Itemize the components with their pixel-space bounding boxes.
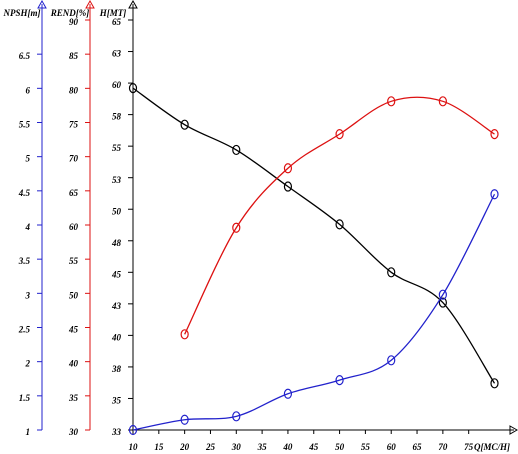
y-tick-label: 65 [69, 188, 79, 198]
y-tick-label: 3 [25, 290, 31, 300]
x-tick-label: 65 [413, 442, 423, 452]
data-point [128, 424, 138, 436]
axis-arrow [509, 425, 518, 435]
x-tick-label: 35 [257, 442, 268, 452]
y-tick-label: 45 [68, 325, 79, 335]
data-point [128, 83, 138, 94]
data-point [232, 144, 241, 156]
y-tick-label: 55 [112, 143, 122, 153]
y-tick-label: 50 [112, 206, 122, 216]
data-point [438, 289, 447, 300]
y-tick-label: 63 [112, 49, 122, 59]
x-tick-label: 10 [129, 442, 139, 452]
y-tick-label: 65 [112, 17, 122, 27]
curve [132, 87, 496, 384]
y-tick-label: 40 [111, 332, 122, 342]
data-point [283, 181, 293, 192]
axis-title: H[MT] [99, 8, 127, 18]
y-tick-label: 4 [25, 222, 31, 232]
axis-arrow [37, 0, 47, 9]
curve [132, 193, 496, 431]
y-tick-label: 90 [69, 17, 79, 27]
axis-title: REND[%] [50, 8, 90, 18]
y-tick-label: 2.5 [18, 325, 31, 335]
y-tick-label: 85 [69, 51, 79, 61]
y-tick-label: 43 [111, 301, 122, 311]
axis-title: NPSH[m] [3, 8, 41, 18]
x-tick-label: 25 [205, 442, 216, 452]
x-tick-label: 30 [231, 442, 242, 452]
axis-arrow [85, 0, 95, 9]
x-tick-label: 70 [438, 442, 448, 452]
data-point [438, 297, 447, 308]
curve [184, 96, 495, 335]
y-tick-label: 53 [112, 175, 122, 185]
data-point [180, 414, 189, 425]
y-tick-label: 40 [68, 359, 79, 369]
data-point [387, 355, 396, 366]
x-axis-label: Q[MC/H] [474, 442, 510, 452]
y-tick-label: 5 [26, 154, 31, 164]
y-tick-label: 70 [69, 154, 79, 164]
data-point [335, 129, 344, 140]
y-tick-label: 3.5 [18, 256, 31, 266]
x-tick-label: 15 [154, 442, 164, 452]
y-tick-label: 1 [26, 427, 31, 437]
x-tick-label: 50 [335, 442, 345, 452]
x-tick-label: 75 [464, 442, 474, 452]
data-point [335, 375, 344, 386]
y-tick-label: 58 [112, 112, 122, 122]
data-point [283, 163, 293, 174]
data-point [180, 329, 189, 340]
y-tick-label: 1.5 [19, 393, 31, 403]
y-tick-label: 45 [111, 269, 122, 279]
y-tick-label: 50 [69, 290, 79, 300]
y-tick-label: 2 [25, 359, 31, 369]
x-tick-label: 45 [308, 442, 319, 452]
data-point [232, 411, 241, 422]
data-point [490, 189, 499, 200]
data-point [438, 96, 447, 107]
y-tick-label: 6.5 [19, 51, 31, 61]
data-point [335, 219, 344, 230]
y-tick-label: 38 [111, 364, 122, 374]
data-point [180, 119, 189, 130]
y-tick-label: 80 [69, 85, 79, 95]
y-tick-label: 35 [68, 393, 79, 403]
y-tick-label: 60 [112, 80, 122, 90]
x-tick-label: 20 [179, 442, 190, 452]
axis-arrow [128, 0, 138, 9]
data-point [283, 388, 293, 399]
y-tick-label: 48 [111, 238, 122, 248]
y-tick-label: 75 [69, 120, 79, 130]
y-tick-label: 55 [69, 256, 79, 266]
y-tick-label: 33 [111, 427, 122, 437]
data-point [387, 267, 396, 278]
y-tick-label: 6 [26, 85, 31, 95]
x-tick-label: 60 [387, 442, 397, 452]
y-tick-label: 5.5 [19, 120, 31, 130]
x-tick-label: 55 [361, 442, 371, 452]
y-tick-label: 35 [111, 396, 122, 406]
data-point [387, 96, 396, 107]
data-point [490, 129, 499, 140]
y-tick-label: 30 [68, 427, 79, 437]
data-point [490, 378, 499, 389]
y-tick-label: 60 [69, 222, 79, 232]
x-tick-label: 40 [282, 442, 293, 452]
data-point [232, 222, 241, 233]
y-tick-label: 4.5 [18, 188, 31, 198]
